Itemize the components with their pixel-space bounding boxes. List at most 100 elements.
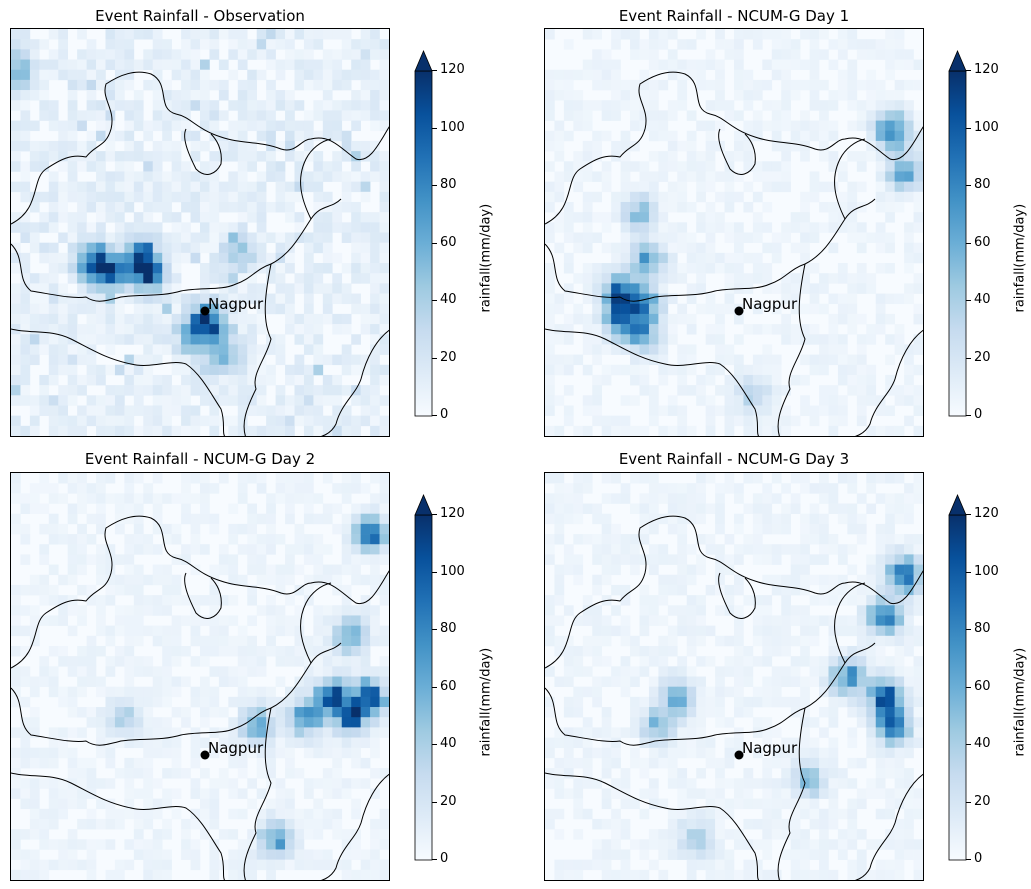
rainfall-cell bbox=[190, 727, 201, 738]
rainfall-cell bbox=[303, 483, 314, 494]
rainfall-cell bbox=[48, 273, 59, 284]
rainfall-cell bbox=[639, 808, 650, 820]
rainfall-cell bbox=[809, 808, 820, 820]
rainfall-cell bbox=[20, 59, 31, 71]
rainfall-cell bbox=[379, 839, 389, 850]
rainfall-cell bbox=[573, 645, 584, 657]
rainfall-cell bbox=[247, 564, 257, 576]
rainfall-cell bbox=[601, 324, 612, 335]
rainfall-cell bbox=[866, 788, 877, 799]
rainfall-cell bbox=[228, 120, 239, 132]
rainfall-cell bbox=[847, 212, 858, 223]
rainfall-cell bbox=[601, 344, 612, 355]
rainfall-cell bbox=[294, 707, 305, 718]
rainfall-cell bbox=[743, 151, 754, 162]
rainfall-cell bbox=[648, 191, 659, 203]
rainfall-cell bbox=[781, 666, 791, 677]
rainfall-cell bbox=[582, 161, 593, 172]
rainfall-cell bbox=[294, 324, 305, 335]
rainfall-cell bbox=[209, 303, 220, 315]
rainfall-cell bbox=[48, 49, 59, 60]
rainfall-cell bbox=[370, 839, 380, 850]
rainfall-cell bbox=[554, 645, 565, 657]
rainfall-cell bbox=[39, 503, 50, 515]
rainfall-cell bbox=[790, 293, 801, 305]
rainfall-cell bbox=[303, 313, 314, 325]
rainfall-cell bbox=[218, 554, 229, 565]
rainfall-cell bbox=[143, 232, 154, 243]
rainfall-cell bbox=[77, 778, 87, 789]
rainfall-cell bbox=[237, 768, 248, 779]
rainfall-cell bbox=[904, 564, 914, 576]
rainfall-cell bbox=[573, 757, 584, 769]
rainfall-cell bbox=[724, 263, 735, 274]
rainfall-cell bbox=[266, 523, 276, 535]
rainfall-cell bbox=[866, 727, 877, 738]
rainfall-cell bbox=[275, 232, 286, 243]
colorbar-tick-mark bbox=[432, 357, 437, 359]
rainfall-cell bbox=[762, 574, 773, 586]
rainfall-cell bbox=[639, 869, 650, 880]
rainfall-cell bbox=[67, 788, 78, 799]
rainfall-cell bbox=[77, 788, 87, 799]
rainfall-cell bbox=[228, 263, 239, 274]
rainfall-cell bbox=[133, 839, 144, 850]
rainfall-cell bbox=[715, 222, 725, 233]
rainfall-cell bbox=[322, 625, 333, 637]
rainfall-cell bbox=[885, 605, 895, 616]
rainfall-cell bbox=[875, 778, 886, 789]
rainfall-cell bbox=[29, 808, 40, 820]
rainfall-cell bbox=[322, 778, 333, 789]
rainfall-cell bbox=[360, 29, 371, 40]
rainfall-cell bbox=[181, 768, 191, 779]
rainfall-cell bbox=[237, 395, 248, 406]
rainfall-cell bbox=[800, 395, 810, 406]
rainfall-cell bbox=[247, 344, 257, 355]
rainfall-cell bbox=[152, 29, 163, 40]
rainfall-cell bbox=[190, 564, 201, 576]
rainfall-cell bbox=[351, 120, 361, 132]
rainfall-cell bbox=[601, 49, 612, 60]
rainfall-cell bbox=[181, 364, 191, 376]
rainfall-cell bbox=[913, 385, 923, 396]
rainfall-cell bbox=[332, 818, 343, 830]
rainfall-cell bbox=[705, 364, 716, 376]
rainfall-cell bbox=[743, 79, 754, 91]
rainfall-cell bbox=[237, 686, 248, 698]
rainfall-cell bbox=[313, 696, 324, 708]
rainfall-cell bbox=[752, 798, 763, 810]
rainfall-cell bbox=[582, 534, 593, 545]
rainfall-cell bbox=[341, 534, 352, 545]
rainfall-cell bbox=[152, 191, 163, 203]
rainfall-cell bbox=[96, 747, 106, 759]
rainfall-cell bbox=[563, 201, 574, 213]
rainfall-cell bbox=[667, 757, 678, 769]
rainfall-cell bbox=[885, 201, 895, 213]
rainfall-cell bbox=[313, 666, 324, 677]
rainfall-cell bbox=[77, 120, 87, 132]
rainfall-cell bbox=[266, 493, 276, 504]
rainfall-cell bbox=[913, 79, 923, 91]
state-boundary bbox=[11, 71, 389, 225]
rainfall-cell bbox=[143, 385, 154, 396]
rainfall-cell bbox=[322, 788, 333, 799]
rainfall-cell bbox=[913, 473, 923, 484]
rainfall-cell bbox=[630, 564, 640, 576]
rainfall-cell bbox=[218, 140, 229, 152]
rainfall-cell bbox=[781, 737, 791, 749]
rainfall-cell bbox=[96, 324, 106, 335]
rainfall-cell bbox=[332, 171, 343, 182]
rainfall-cell bbox=[58, 29, 68, 40]
rainfall-cell bbox=[218, 201, 229, 213]
rainfall-cell bbox=[39, 79, 50, 91]
colorbar-tick-mark bbox=[432, 571, 437, 573]
rainfall-cell bbox=[360, 778, 371, 789]
rainfall-cell bbox=[847, 513, 858, 525]
rainfall-cell bbox=[828, 595, 839, 606]
rainfall-cell bbox=[237, 385, 248, 396]
rainfall-cell bbox=[601, 615, 612, 626]
rainfall-cell bbox=[771, 425, 782, 436]
rainfall-cell bbox=[379, 625, 389, 637]
rainfall-cell bbox=[781, 120, 791, 132]
rainfall-cell bbox=[743, 130, 754, 142]
